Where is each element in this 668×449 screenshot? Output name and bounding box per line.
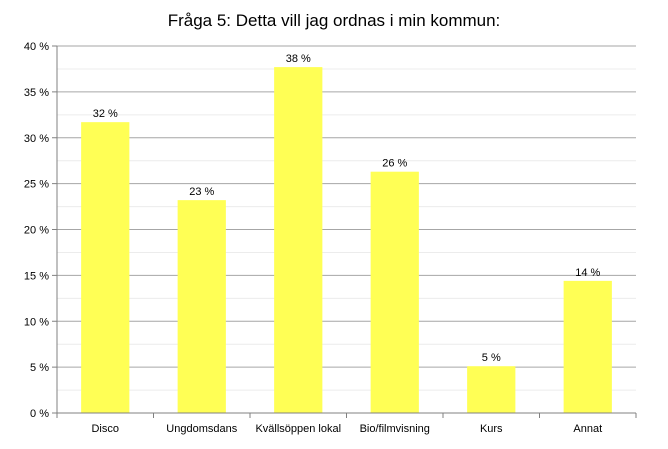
bar bbox=[177, 200, 226, 413]
x-tick-label: Annat bbox=[573, 423, 602, 435]
y-tick-label: 25 % bbox=[24, 179, 49, 191]
y-tick-label: 15 % bbox=[24, 270, 49, 282]
y-tick-label: 35 % bbox=[24, 87, 49, 99]
bar bbox=[274, 67, 323, 413]
grid-lines bbox=[57, 45, 636, 391]
bars bbox=[81, 67, 612, 413]
x-tick-label: Disco bbox=[91, 423, 119, 435]
x-tick-label: Bio/filmvisning bbox=[360, 423, 430, 435]
data-label: 23 % bbox=[189, 186, 214, 198]
y-tick-label: 10 % bbox=[24, 316, 49, 328]
data-label: 32 % bbox=[93, 108, 118, 120]
y-tick-label: 0 % bbox=[30, 408, 49, 420]
chart-title: Fråga 5: Detta vill jag ordnas i min kom… bbox=[167, 11, 501, 30]
data-label: 14 % bbox=[575, 267, 600, 279]
axes bbox=[52, 45, 637, 418]
x-tick-label: Ungdomsdans bbox=[166, 423, 237, 435]
y-tick-label: 20 % bbox=[24, 225, 49, 237]
x-tick-label: Kvällsöppen lokal bbox=[255, 423, 341, 435]
bar bbox=[563, 280, 612, 413]
x-tick-label: Kurs bbox=[480, 423, 503, 435]
data-label: 5 % bbox=[482, 352, 501, 364]
data-label: 26 % bbox=[382, 158, 407, 170]
bar bbox=[370, 171, 419, 413]
data-label: 38 % bbox=[286, 53, 311, 65]
y-tick-labels: 0 % 5 % 10 % 15 % 20 % 25 % 30 % 35 % 40 % bbox=[24, 41, 49, 420]
bar bbox=[467, 366, 516, 413]
y-tick-label: 30 % bbox=[24, 133, 49, 145]
x-tick-labels: Disco Ungdomsdans Kvällsöppen lokal Bio/fil… bbox=[91, 423, 602, 435]
bar bbox=[81, 122, 130, 413]
y-tick-label: 5 % bbox=[30, 362, 49, 374]
y-tick-label: 40 % bbox=[24, 41, 49, 53]
data-labels: 32 % 23 % 38 % 26 % 5 % 14 % bbox=[93, 53, 601, 364]
